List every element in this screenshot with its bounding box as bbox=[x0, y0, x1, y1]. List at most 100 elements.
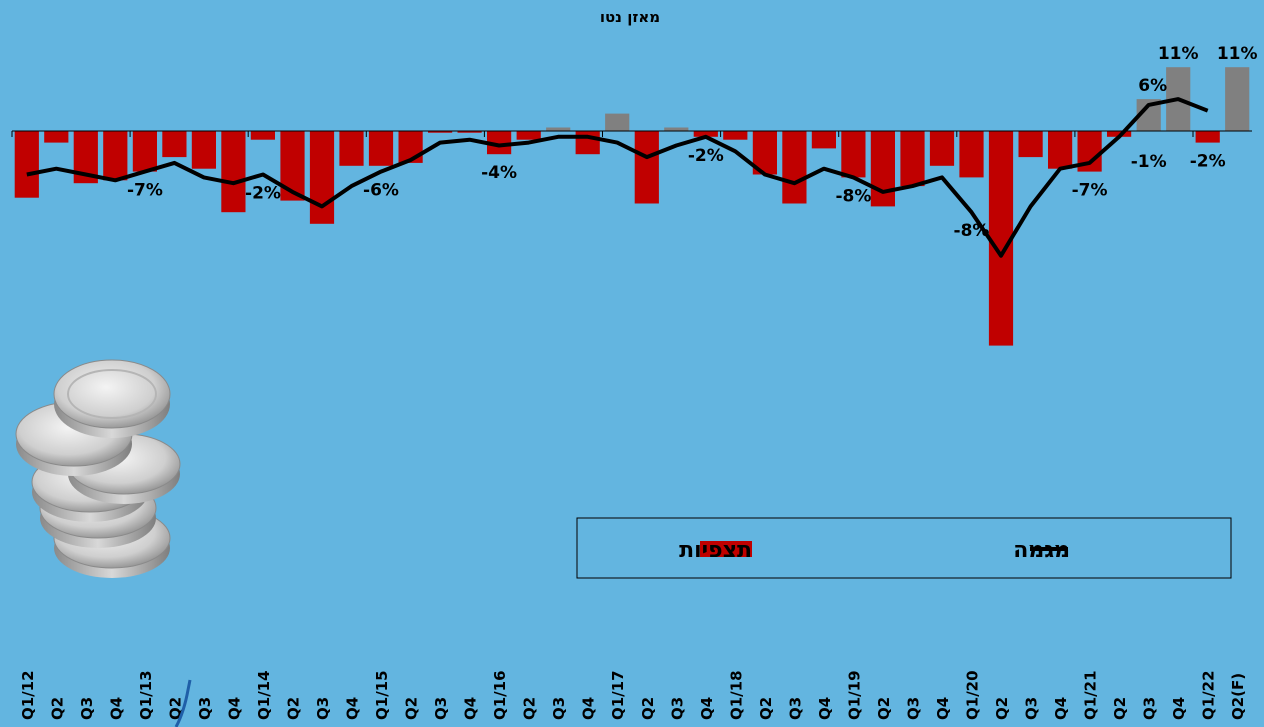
x-tick-label: Q3 bbox=[786, 697, 804, 720]
bar bbox=[723, 131, 748, 140]
x-tick-label: Q4 bbox=[934, 697, 952, 720]
bar bbox=[1048, 131, 1073, 169]
x-tick-label: Q3 bbox=[905, 697, 923, 720]
bar bbox=[428, 131, 453, 133]
bar bbox=[959, 131, 984, 178]
bar bbox=[811, 131, 836, 149]
bar bbox=[103, 131, 128, 181]
x-tick-label: Q4 bbox=[344, 697, 362, 720]
data-label: 11% bbox=[1158, 44, 1199, 64]
data-label: -4% bbox=[481, 163, 517, 183]
x-tick-label: Q4 bbox=[225, 697, 243, 720]
x-tick-label: Q3 bbox=[196, 697, 214, 720]
x-tick-label: Q2 bbox=[166, 697, 184, 720]
x-tick-label: Q2(F) bbox=[1229, 673, 1247, 720]
bar bbox=[929, 131, 955, 166]
plot-area: -7% -2% -6% -4% -2% -8% -8% -7% -1% 6% 11% -2% 11% Q1… bbox=[11, 44, 1258, 720]
x-tick-label: Q2 bbox=[875, 697, 893, 720]
x-tick-label: Q2 bbox=[521, 697, 539, 720]
legend-box bbox=[576, 517, 1232, 579]
decorative-curve bbox=[174, 679, 192, 727]
bar bbox=[1225, 67, 1250, 131]
chart-title: מאזן נטו bbox=[600, 8, 660, 26]
trend-line bbox=[26, 97, 1209, 258]
bar bbox=[191, 131, 216, 169]
x-tick-label: Q1/15 bbox=[373, 670, 391, 720]
data-label: -6% bbox=[363, 181, 399, 201]
bar bbox=[634, 131, 659, 204]
bar bbox=[988, 131, 1014, 346]
bar bbox=[250, 131, 275, 140]
data-label: -2% bbox=[688, 146, 724, 166]
x-tick-label: Q1/13 bbox=[137, 670, 155, 720]
data-label: -1% bbox=[1131, 152, 1167, 172]
bar bbox=[516, 131, 541, 140]
bar bbox=[782, 131, 807, 204]
bar bbox=[14, 131, 39, 198]
x-tick-label: Q3 bbox=[314, 697, 332, 720]
legend: מגמה תצפיות bbox=[576, 517, 1232, 579]
x-tick-label: Q2 bbox=[1111, 697, 1129, 720]
x-tick-label: Q4 bbox=[816, 697, 834, 720]
x-tick-label: Q3 bbox=[550, 697, 568, 720]
x-tick-label: Q3 bbox=[432, 697, 450, 720]
bar bbox=[162, 131, 187, 158]
x-tick-label: Q3 bbox=[668, 697, 686, 720]
bar bbox=[457, 131, 482, 133]
x-tick-label: Q2 bbox=[757, 697, 775, 720]
x-tick-label: Q4 bbox=[1170, 697, 1188, 720]
data-label: 6% bbox=[1138, 76, 1167, 96]
x-tick-label: Q2 bbox=[403, 697, 421, 720]
bar bbox=[309, 131, 335, 224]
bar bbox=[841, 131, 866, 178]
x-tick-label: Q1/17 bbox=[609, 670, 627, 720]
x-tick-label: Q2 bbox=[285, 697, 303, 720]
data-label: -2% bbox=[1190, 152, 1226, 172]
bar bbox=[546, 127, 571, 131]
x-tick-label: Q2 bbox=[48, 697, 66, 720]
bar bbox=[900, 131, 925, 187]
x-tick-label: Q1/20 bbox=[964, 670, 982, 720]
bar bbox=[1195, 131, 1220, 143]
x-tick-label: Q2 bbox=[639, 697, 657, 720]
bar bbox=[870, 131, 895, 207]
x-tick-label: Q1/16 bbox=[491, 670, 509, 720]
legend-label-observations: תצפיות bbox=[679, 538, 752, 563]
x-tick-label: Q2 bbox=[993, 697, 1011, 720]
bar bbox=[487, 131, 512, 155]
x-tick-label: Q1/22 bbox=[1200, 670, 1218, 720]
bar bbox=[693, 131, 718, 137]
legend-bar-marker bbox=[700, 541, 752, 557]
x-tick-label: Q4 bbox=[1052, 697, 1070, 720]
x-tick-label: Q4 bbox=[698, 697, 716, 720]
data-label: -2% bbox=[245, 184, 281, 204]
x-tick-label: Q3 bbox=[78, 697, 96, 720]
x-tick-label: Q4 bbox=[462, 697, 480, 720]
x-tick-label: Q4 bbox=[580, 697, 598, 720]
data-label: -7% bbox=[127, 181, 163, 201]
x-tick-label: Q1/14 bbox=[255, 670, 273, 720]
bar bbox=[575, 131, 600, 155]
bar bbox=[368, 131, 394, 166]
bar bbox=[664, 127, 689, 131]
x-tick-label: Q1/18 bbox=[727, 670, 745, 720]
x-tick-label: Q3 bbox=[1023, 697, 1041, 720]
data-label: -8% bbox=[835, 186, 871, 206]
legend-label-trend: מגמה bbox=[1013, 538, 1070, 563]
x-tick-label: Q1/12 bbox=[19, 670, 37, 720]
bar bbox=[132, 131, 157, 172]
bar bbox=[1018, 131, 1043, 158]
x-tick-label: Q1/19 bbox=[845, 670, 863, 720]
x-tick-label: Q4 bbox=[107, 697, 125, 720]
coins-icon bbox=[15, 359, 181, 578]
data-label: 11% bbox=[1217, 44, 1258, 64]
data-label: -7% bbox=[1072, 181, 1108, 201]
bar bbox=[44, 131, 69, 143]
bar bbox=[221, 131, 246, 213]
bar bbox=[398, 131, 423, 163]
data-label: -8% bbox=[954, 221, 990, 241]
bar bbox=[605, 113, 630, 131]
x-tick-label: Q1/21 bbox=[1082, 670, 1100, 720]
x-tick-label: Q3 bbox=[1141, 697, 1159, 720]
